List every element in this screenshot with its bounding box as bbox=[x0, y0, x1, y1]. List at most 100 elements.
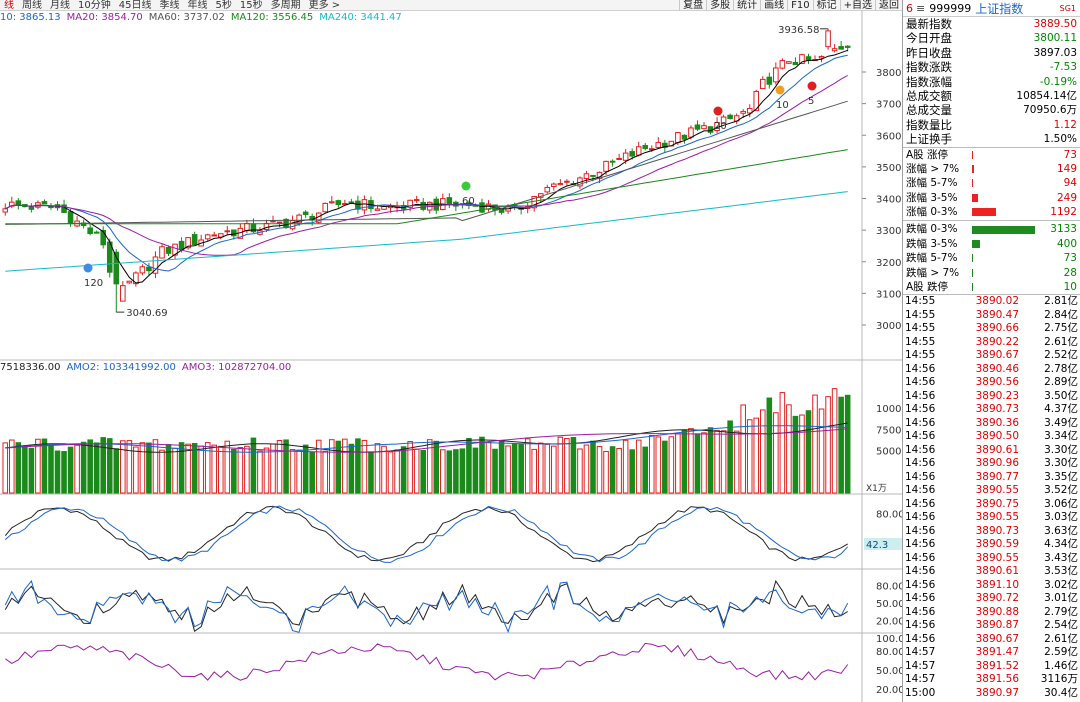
tool-tab[interactable]: +自选 bbox=[839, 0, 875, 11]
tick-time: 14:56 bbox=[905, 470, 936, 483]
tick-row: 14:55 3890.66 2.75亿 bbox=[903, 322, 1080, 336]
ma-line bbox=[5, 191, 848, 272]
ma-marker-label: 60 bbox=[462, 196, 475, 207]
tick-row: 14:56 3890.50 3.34亿 bbox=[903, 430, 1080, 444]
indicator-tick-label: 50.00 bbox=[876, 599, 902, 610]
stat-value: -7.53 bbox=[1049, 61, 1077, 74]
candle-body bbox=[675, 132, 681, 144]
candle-body bbox=[655, 142, 662, 148]
volume-bar bbox=[753, 417, 760, 494]
volume-bar bbox=[9, 439, 15, 494]
tick-volume: 2.61亿 bbox=[1044, 632, 1078, 645]
tick-volume: 3.30亿 bbox=[1044, 457, 1078, 470]
period-tab[interactable]: 多周期 bbox=[270, 0, 301, 11]
volume-bar bbox=[727, 420, 733, 494]
candle-body bbox=[799, 54, 805, 65]
tool-tab[interactable]: 复盘 bbox=[679, 0, 706, 11]
candle-body bbox=[818, 55, 825, 59]
tool-tab[interactable]: 多股 bbox=[706, 0, 733, 11]
period-tab[interactable]: 年线 bbox=[187, 0, 208, 11]
kline-chart[interactable]: 3800 3700 3600 3500 3400 3300 3200 3100 3000 3040… bbox=[0, 0, 902, 702]
menu-icon[interactable]: ≡ bbox=[916, 1, 926, 15]
tool-tab[interactable]: F10 bbox=[787, 0, 812, 11]
distribution-row: 涨幅 0-3% 1192 bbox=[903, 205, 1080, 219]
tool-tab[interactable]: 标记 bbox=[812, 0, 840, 11]
period-tab[interactable]: 季线 bbox=[159, 0, 180, 11]
volume-bar bbox=[498, 440, 505, 494]
volume-bar bbox=[152, 439, 159, 494]
candle-body bbox=[753, 90, 760, 112]
candle-body bbox=[681, 134, 688, 140]
volume-tick-label: 7500 bbox=[876, 425, 901, 436]
ma-legend: 10: 3865.13 MA20: 3854.70 MA60: 3737.02 MA1… bbox=[0, 12, 402, 24]
candle-body bbox=[100, 229, 107, 246]
ma-marker-icon bbox=[83, 263, 93, 273]
tick-time: 14:56 bbox=[905, 592, 936, 605]
distribution-value: 10 bbox=[1063, 281, 1077, 294]
period-tab[interactable]: 5秒 bbox=[215, 0, 232, 11]
distribution-bar bbox=[972, 268, 1044, 278]
tool-tab[interactable]: 返回 bbox=[875, 0, 902, 11]
candle-body bbox=[616, 157, 622, 160]
tick-row: 15:00 3890.97 30.4亿 bbox=[903, 687, 1080, 701]
distribution-bar bbox=[972, 193, 1044, 203]
indicator-tick-label: 20.00 bbox=[876, 616, 902, 627]
tick-volume: 30.4亿 bbox=[1044, 686, 1078, 699]
stat-label: 总成交量 bbox=[906, 103, 952, 118]
volume-bar bbox=[446, 450, 453, 494]
volume-bar bbox=[394, 449, 400, 494]
volume-bar bbox=[368, 451, 374, 494]
candle-body bbox=[766, 76, 773, 85]
tick-row: 14:56 3890.96 3.30亿 bbox=[903, 457, 1080, 471]
indicator-tick-label: 20.00 bbox=[876, 685, 902, 696]
tool-tab[interactable]: 画线 bbox=[760, 0, 787, 11]
volume-bar bbox=[844, 394, 851, 494]
volume-bar bbox=[335, 440, 342, 494]
distribution-value: 73 bbox=[1063, 252, 1077, 265]
volume-bar bbox=[315, 439, 322, 494]
tick-time: 14:55 bbox=[905, 349, 936, 362]
distribution-value: 149 bbox=[1056, 162, 1077, 175]
tick-time: 14:56 bbox=[905, 457, 936, 470]
candle-body bbox=[48, 206, 54, 209]
distribution-bar bbox=[972, 282, 1044, 292]
candle-body bbox=[746, 107, 753, 114]
period-tab[interactable]: 更多 > bbox=[308, 0, 341, 11]
distribution-bar bbox=[972, 150, 1044, 160]
period-tab[interactable]: 10分钟 bbox=[78, 0, 111, 11]
stat-value: 3889.50 bbox=[1033, 18, 1077, 30]
period-tab[interactable]: 月线 bbox=[50, 0, 70, 11]
candle-body bbox=[93, 231, 100, 234]
period-tab[interactable]: 周线 bbox=[22, 0, 42, 11]
tick-volume: 3.53亿 bbox=[1044, 565, 1078, 578]
volume-bar bbox=[779, 392, 786, 494]
tick-price: 3890.56 bbox=[975, 376, 1019, 389]
stat-row: 总成交量 70950.6万 bbox=[903, 103, 1080, 117]
tick-volume: 2.81亿 bbox=[1044, 295, 1078, 308]
distribution-label: A股 涨停 bbox=[906, 148, 949, 161]
volume-bar bbox=[524, 438, 531, 494]
distribution-label: 涨幅 0-3% bbox=[906, 206, 958, 219]
candle-body bbox=[603, 160, 609, 172]
candle-body bbox=[374, 208, 381, 211]
volume-bar bbox=[309, 451, 315, 494]
tick-list[interactable]: 14:55 3890.02 2.81亿 14:55 3890.47 2.84亿 14:55 3… bbox=[903, 294, 1080, 700]
candle-body bbox=[2, 208, 9, 213]
tick-row: 14:55 3890.22 2.61亿 bbox=[903, 336, 1080, 350]
distribution-value: 249 bbox=[1056, 191, 1077, 204]
period-tab[interactable]: 45日线 bbox=[118, 0, 152, 11]
tick-price: 3890.02 bbox=[975, 295, 1019, 308]
ma-line bbox=[5, 74, 848, 256]
period-tab[interactable]: 线 bbox=[4, 0, 14, 11]
volume-bar bbox=[381, 445, 387, 494]
volume-bar bbox=[629, 449, 635, 494]
price-tick-label: 3600 bbox=[876, 131, 901, 142]
tick-price: 3891.47 bbox=[975, 646, 1019, 659]
volume-bars bbox=[2, 388, 851, 494]
tick-price: 3890.55 bbox=[975, 484, 1019, 497]
period-tab[interactable]: 15秒 bbox=[239, 0, 263, 11]
legend-entry: AMO3: 102872704.00 bbox=[181, 362, 292, 373]
candle-body bbox=[120, 285, 126, 302]
tool-tab[interactable]: 统计 bbox=[733, 0, 760, 11]
candle-body bbox=[551, 183, 557, 188]
